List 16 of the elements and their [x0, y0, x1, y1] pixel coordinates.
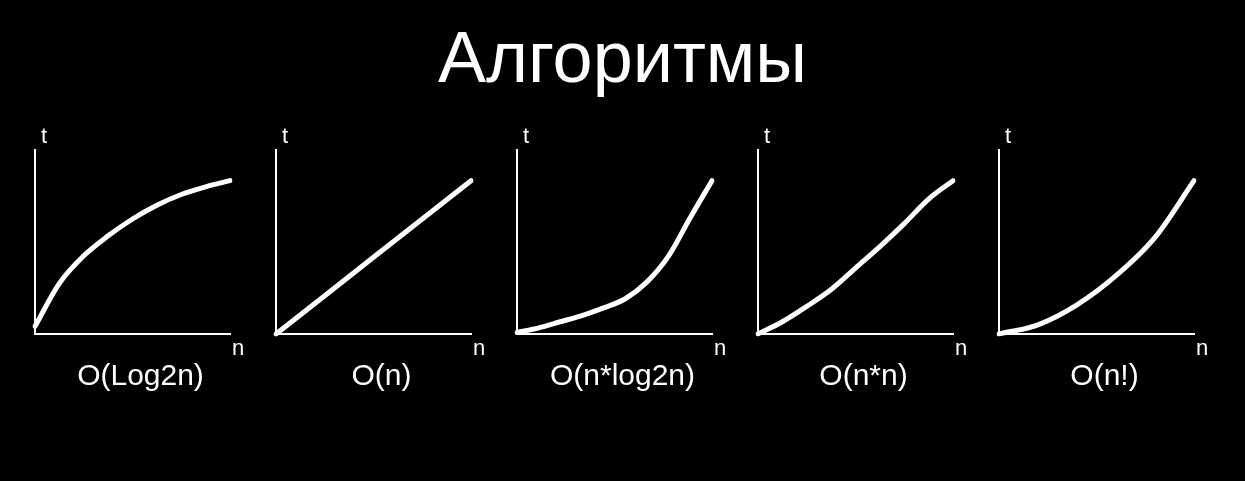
y-axis-title: t	[764, 123, 771, 149]
x-axis-title: n	[232, 335, 245, 361]
chart-title: Алгоритмы	[436, 16, 809, 99]
text: O(n)	[351, 358, 412, 392]
y-axis-title: t	[1005, 123, 1012, 149]
text: O(n*n)	[819, 358, 908, 392]
y-axis-title: t	[523, 123, 530, 149]
y-axis-title: t	[282, 123, 289, 149]
text: O(Log2n)	[77, 358, 204, 392]
text: O(n!)	[1070, 358, 1139, 392]
x-axis-title: n	[714, 335, 727, 361]
y-axis-title: t	[41, 123, 48, 149]
x-axis-title: n	[1196, 335, 1209, 361]
x-axis-title: n	[955, 335, 968, 361]
text: O(n*log2n)	[549, 358, 696, 392]
x-axis-title: n	[473, 335, 486, 361]
